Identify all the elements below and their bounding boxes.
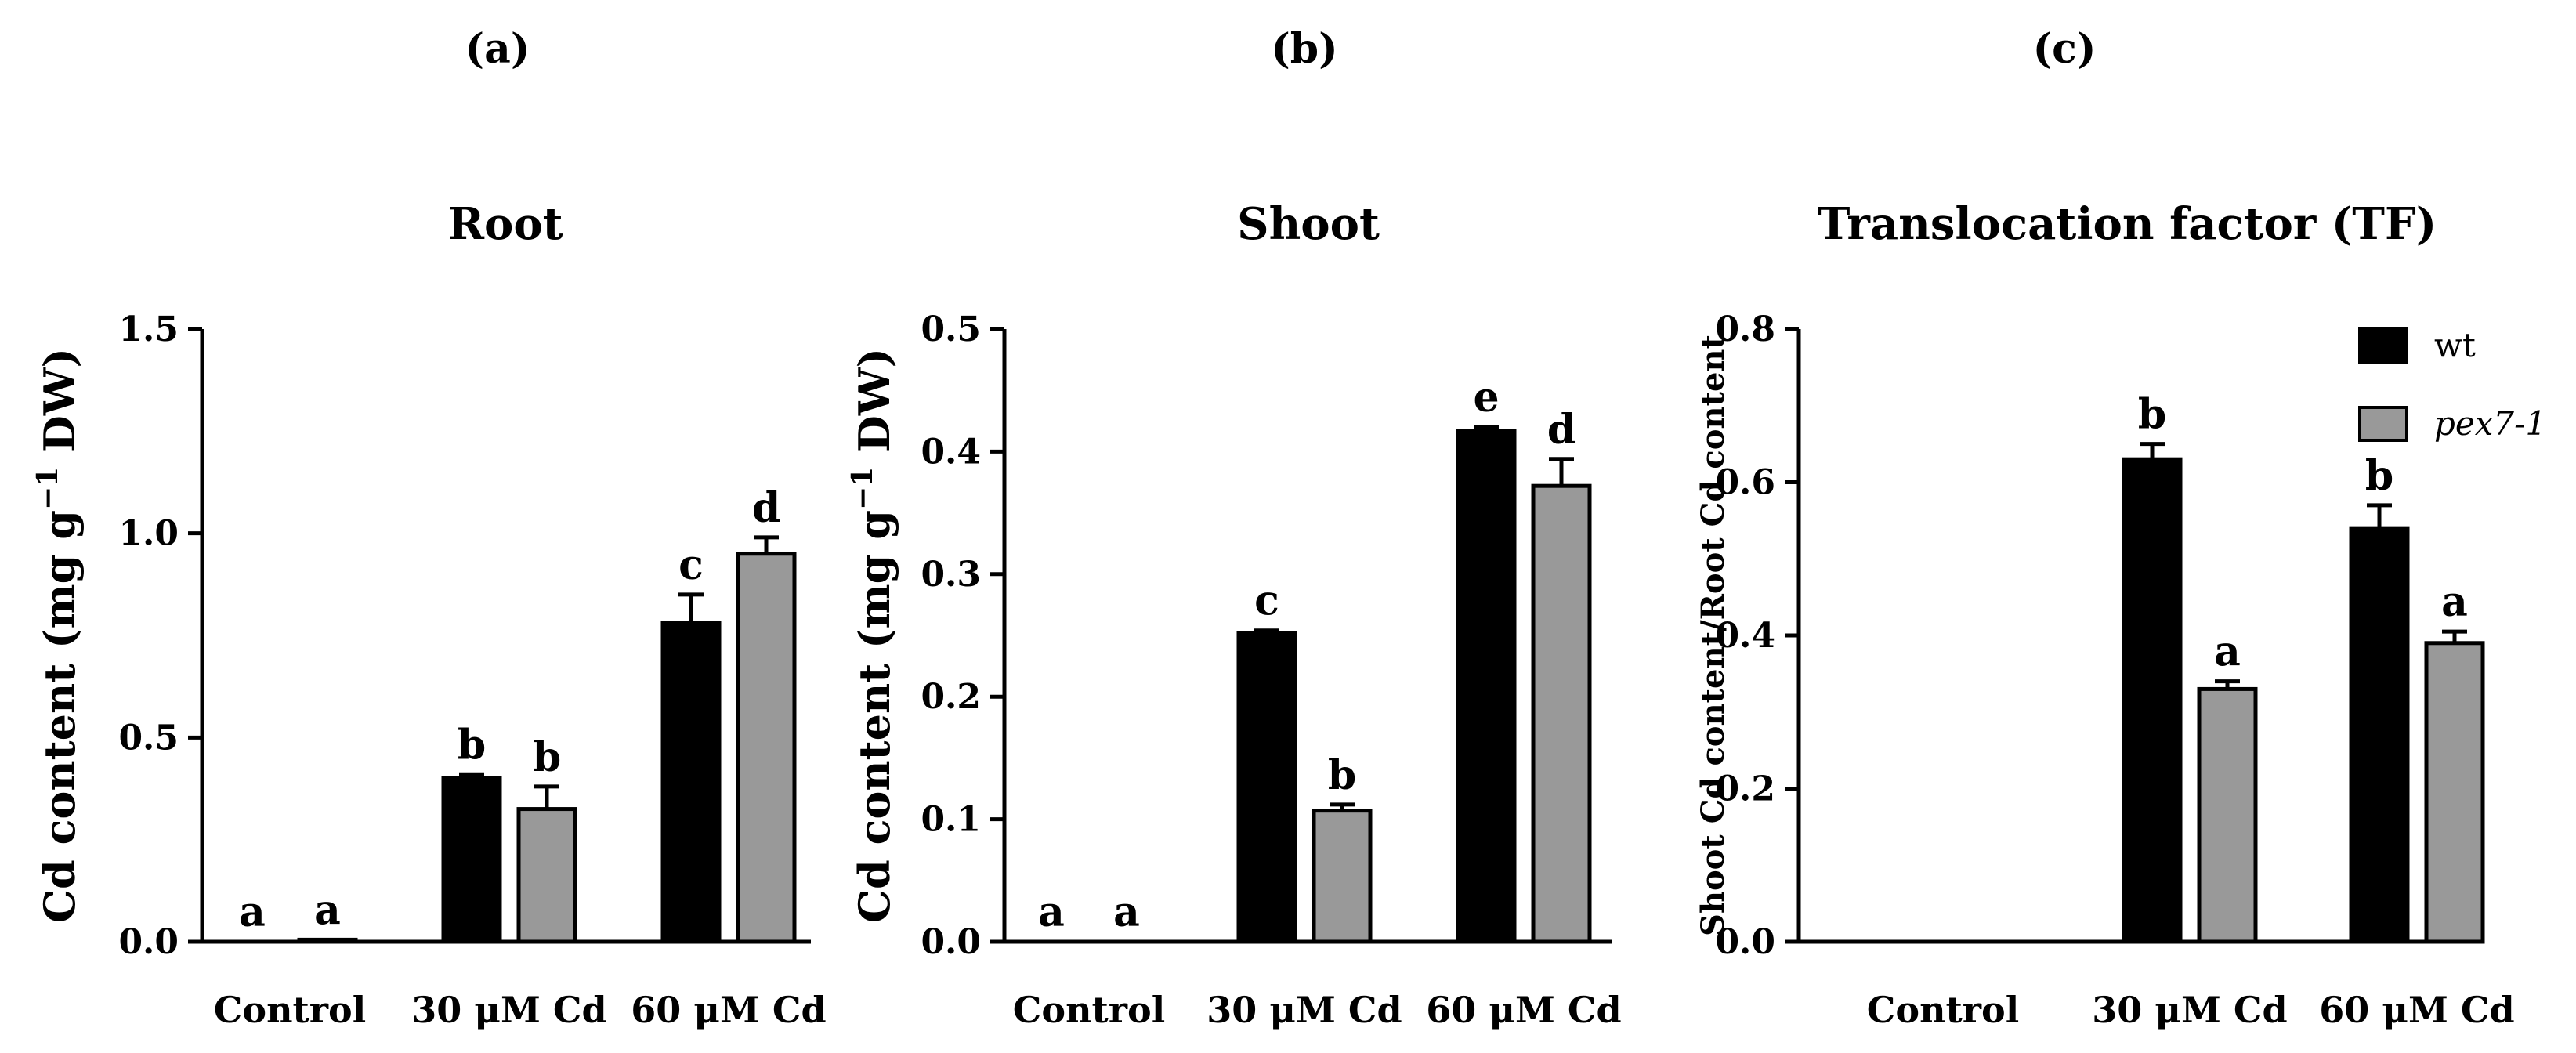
- x-tick-label: 30 μM Cd: [2092, 989, 2287, 1031]
- chart-title: Translocation factor (TF): [1818, 198, 2437, 250]
- significance-letter: b: [458, 721, 486, 769]
- significance-letter: e: [1473, 374, 1499, 422]
- significance-letter: d: [752, 484, 780, 532]
- bar-pex7-1-2: [2197, 686, 2258, 944]
- y-tick-label: 0.4: [921, 432, 981, 472]
- chart-panel-1: (a) Root 0.0 0.5 1.0 1.5 Control 30 μM Cd 60 μM …: [31, 25, 827, 1031]
- chart-title: Shoot: [1237, 198, 1380, 250]
- chart-panel-3: (c) Translocation factor (TF) 0.0 0.2 0.4 0.6…: [1695, 25, 2546, 1031]
- bar-pex7-1-1: [297, 937, 358, 944]
- y-tick-label: 0.5: [118, 718, 179, 758]
- y-tick-label: 0.2: [1715, 769, 1775, 809]
- y-tick-label: 0.5: [921, 309, 981, 349]
- chart-title: Root: [447, 198, 563, 250]
- bar-wt-2: [1236, 631, 1297, 944]
- y-tick-label: 0.6: [1715, 463, 1775, 503]
- significance-letter: c: [678, 541, 704, 589]
- x-tick-label: 60 μM Cd: [1426, 989, 1621, 1031]
- significance-letter: b: [1328, 751, 1356, 799]
- y-tick-label: 1.0: [118, 514, 179, 554]
- bar-wt-2: [441, 776, 502, 944]
- significance-letter: a: [1038, 888, 1065, 936]
- y-tick-label: 1.5: [118, 309, 179, 349]
- chart-panel-2: (b) Shoot 0.0 0.1 0.2 0.3 0.4 0.5 Control 30 μM C…: [846, 25, 1622, 1031]
- y-tick-label: 0.3: [921, 555, 981, 595]
- bar-pex7-1-3: [2424, 641, 2485, 944]
- significance-letter: a: [1113, 888, 1140, 936]
- y-axis-label: Cd content (mg g−1 DW): [846, 348, 899, 923]
- panel-label: (b): [1271, 25, 1338, 73]
- bar-pex7-1-3: [736, 552, 797, 944]
- bar-wt-2: [2122, 457, 2183, 944]
- legend-swatch: [2358, 327, 2408, 364]
- y-axis-label: Shoot Cd content/Root Cd content: [1695, 334, 1731, 936]
- significance-letter: a: [239, 888, 266, 936]
- significance-letter: a: [314, 886, 341, 934]
- x-tick-label: 30 μM Cd: [1207, 989, 1402, 1031]
- panel-label: (a): [465, 25, 530, 73]
- significance-letter: a: [2441, 578, 2468, 626]
- y-tick-label: 0.8: [1715, 309, 1775, 349]
- y-tick-label: 0.0: [921, 922, 981, 962]
- bar-wt-3: [2349, 526, 2410, 944]
- significance-letter: c: [1254, 577, 1279, 625]
- legend-swatch: [2358, 406, 2408, 442]
- panel-label: (c): [2033, 25, 2097, 73]
- x-tick-label: Control: [1013, 989, 1165, 1031]
- legend-label: wt: [2434, 326, 2476, 364]
- bar-pex7-1-2: [516, 807, 577, 944]
- y-tick-label: 0.1: [921, 800, 981, 840]
- x-tick-label: Control: [1867, 989, 2019, 1031]
- significance-letter: b: [533, 733, 561, 781]
- legend-label: pex7-1: [2434, 404, 2546, 443]
- significance-letter: b: [2365, 452, 2393, 500]
- significance-letter: b: [2138, 391, 2166, 439]
- bar-pex7-1-2: [1312, 809, 1373, 944]
- x-tick-label: 60 μM Cd: [2319, 989, 2514, 1031]
- y-tick-label: 0.0: [118, 922, 179, 962]
- y-axis-label: Cd content (mg g−1 DW): [31, 348, 85, 923]
- x-tick-label: 60 μM Cd: [631, 989, 826, 1031]
- x-tick-label: 30 μM Cd: [411, 989, 606, 1031]
- y-tick-label: 0.0: [1715, 922, 1775, 962]
- y-tick-label: 0.2: [921, 677, 981, 717]
- bar-wt-3: [660, 621, 722, 944]
- significance-letter: a: [2214, 628, 2241, 676]
- x-tick-label: Control: [214, 989, 366, 1031]
- y-tick-label: 0.4: [1715, 616, 1775, 656]
- bar-wt-3: [1456, 429, 1517, 944]
- significance-letter: d: [1547, 406, 1576, 454]
- bar-pex7-1-3: [1531, 483, 1592, 944]
